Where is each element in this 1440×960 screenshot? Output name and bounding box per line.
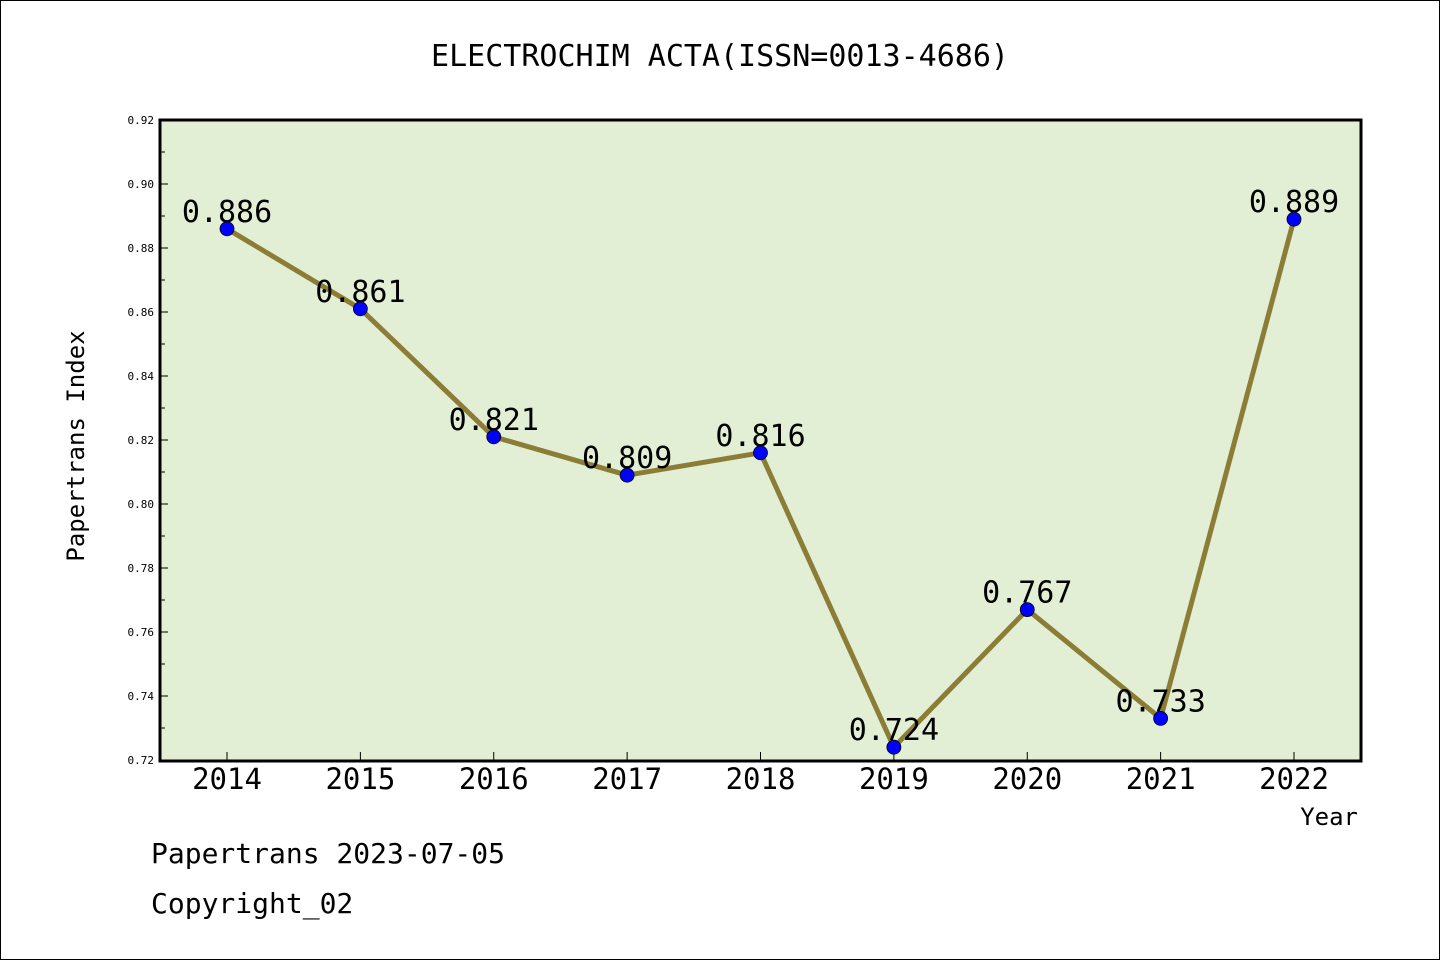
y-axis: 0.72 0.74 0.76 0.78 0.80 0.82 0.84 0.86 0.88 0.90… [128,114,168,767]
data-label: 0.733 [1115,684,1205,719]
data-label: 0.889 [1249,185,1339,220]
data-label: 0.886 [182,195,272,230]
x-tick-label: 2019 [859,762,929,796]
y-tick-label: 0.84 [128,370,155,383]
footer-source: Papertrans 2023-07-05 [151,837,506,870]
data-point [1286,211,1302,227]
y-tick-label: 0.78 [128,562,155,575]
x-tick-label: 2014 [192,762,262,796]
y-tick-label: 0.74 [128,690,155,703]
data-label: 0.821 [449,403,539,438]
data-point [486,429,502,445]
x-axis: 2014 2015 2016 2017 2018 2019 2020 2021 2022 [192,752,1329,796]
y-tick-label: 0.76 [128,626,155,639]
x-tick-label: 2015 [325,762,395,796]
x-tick-label: 2020 [992,762,1062,796]
data-point [619,467,635,483]
x-tick-label: 2016 [459,762,529,796]
footer-copyright: Copyright_02 [151,887,354,920]
y-tick-label: 0.72 [128,754,155,767]
x-tick-label: 2017 [592,762,662,796]
data-label: 0.724 [849,713,939,748]
data-point [886,739,902,755]
data-point [219,221,235,237]
data-label: 0.809 [582,441,672,476]
y-tick-label: 0.80 [128,498,155,511]
x-tick-label: 2018 [726,762,796,796]
y-tick-label: 0.88 [128,242,155,255]
x-tick-label: 2022 [1259,762,1329,796]
data-label: 0.767 [982,576,1072,611]
data-point [1153,711,1169,726]
data-point [352,301,368,317]
plot-area [158,118,1363,763]
x-tick-label: 2021 [1126,762,1196,796]
y-tick-label: 0.92 [128,114,155,127]
data-label: 0.816 [715,419,805,454]
x-axis-label: Year [1300,803,1358,831]
data-label: 0.861 [315,275,405,310]
y-tick-label: 0.86 [128,306,155,319]
y-tick-label: 0.90 [128,178,155,191]
y-tick-label: 0.82 [128,434,155,447]
data-point [1019,602,1035,617]
y-axis-label: Papertrans Index [62,330,90,561]
chart-title: ELECTROCHIM ACTA(ISSN=0013-4686) [431,39,1009,74]
data-point [753,445,768,461]
series-group: 0.886 0.861 0.821 0.809 0.816 0.724 0.767 0.733… [182,185,1339,755]
